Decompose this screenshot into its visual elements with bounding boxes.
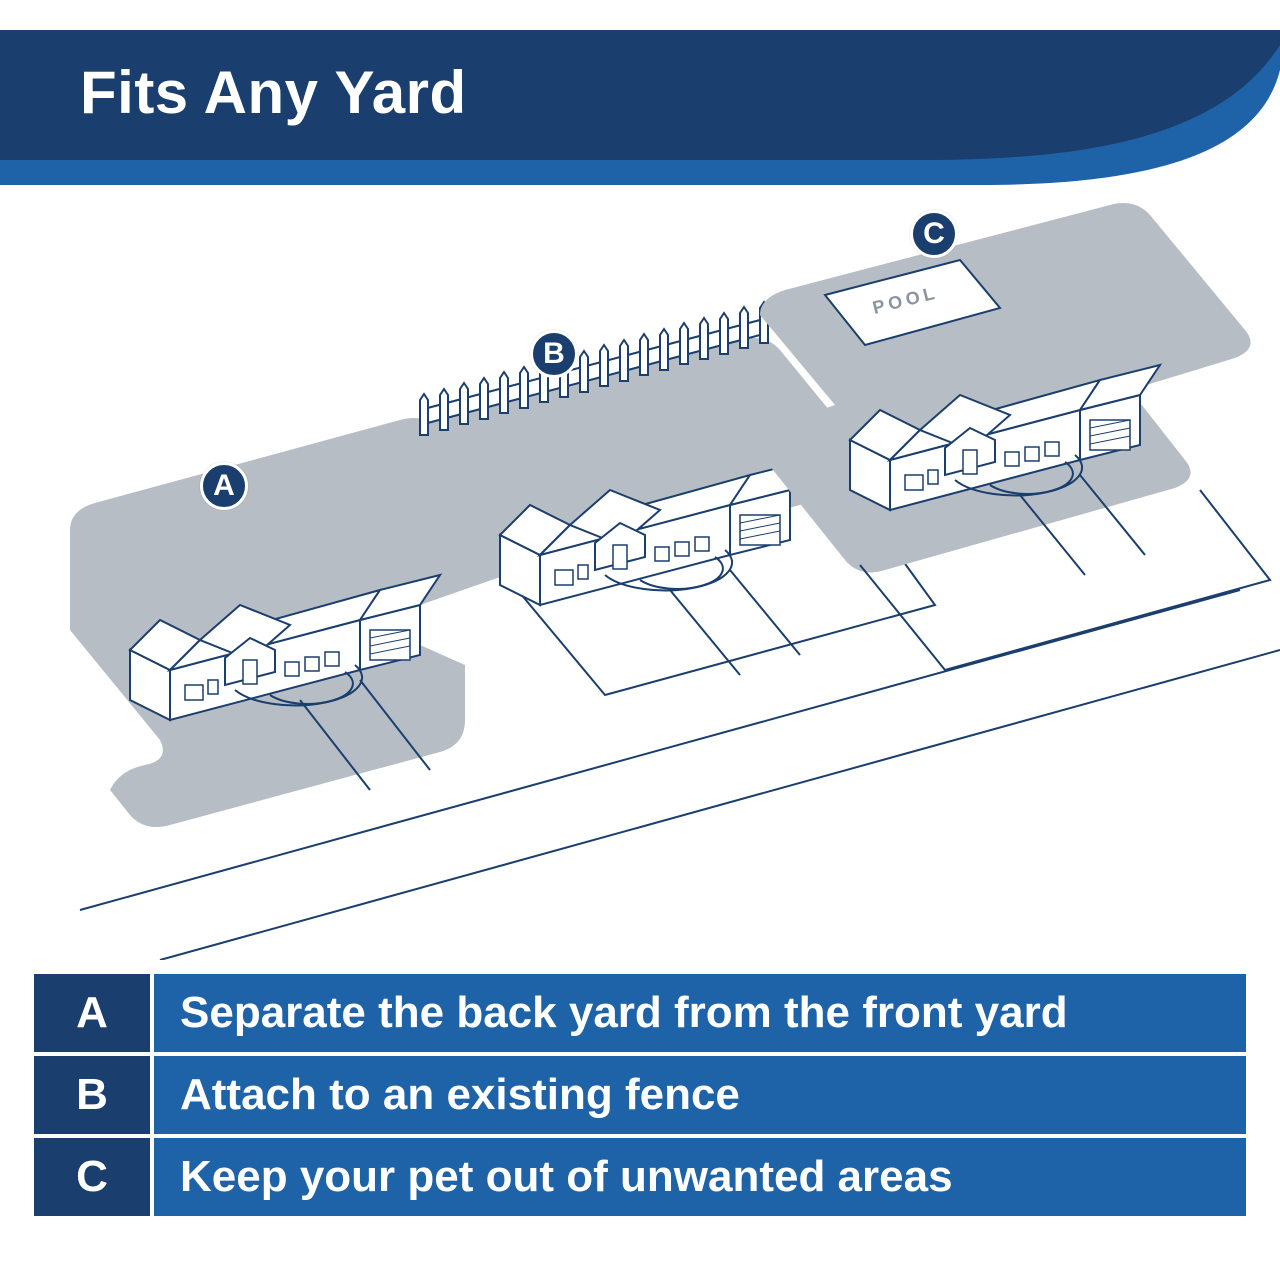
legend-key-b: B [32,1054,152,1136]
legend-row: B Attach to an existing fence [32,1054,1248,1136]
legend-desc-a: Separate the back yard from the front ya… [152,972,1248,1054]
badge-a: A [200,462,248,510]
badge-b: B [530,330,578,378]
legend-desc-c: Keep your pet out of unwanted areas [152,1136,1248,1218]
legend-row: C Keep your pet out of unwanted areas [32,1136,1248,1218]
page-title: Fits Any Yard [80,58,467,127]
yard-diagram: POOL A B C [0,200,1280,960]
legend-key-c: C [32,1136,152,1218]
legend-row: A Separate the back yard from the front … [32,972,1248,1054]
legend-desc-b: Attach to an existing fence [152,1054,1248,1136]
yard-c [745,203,1270,670]
legend-key-a: A [32,972,152,1054]
legend-table: A Separate the back yard from the front … [30,970,1250,1220]
badge-c: C [910,210,958,258]
